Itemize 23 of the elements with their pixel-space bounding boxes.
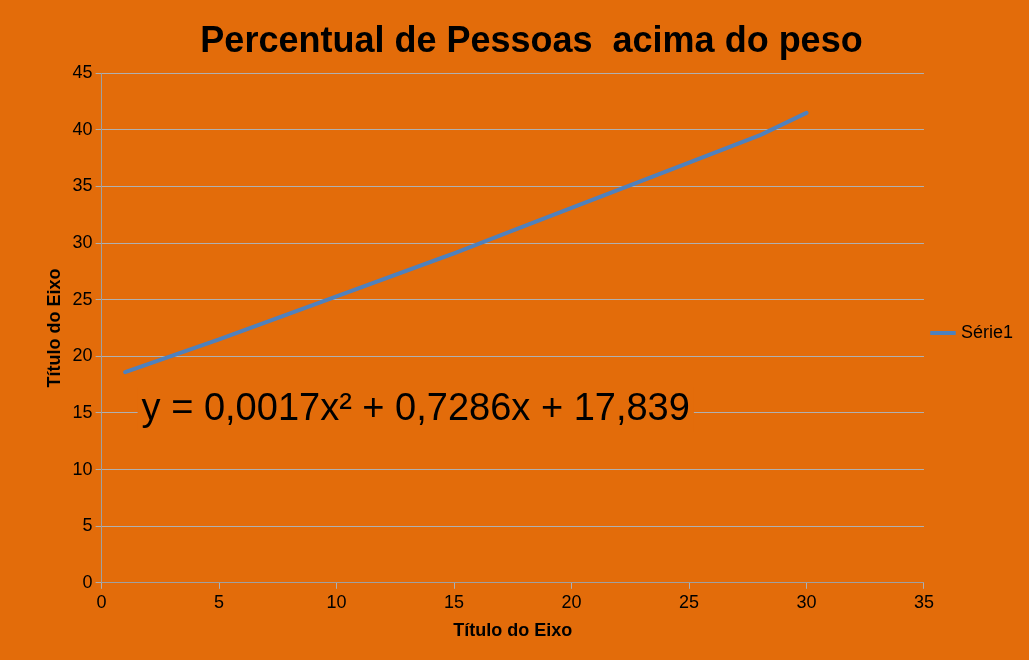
y-tick-label: 0 [82, 571, 93, 592]
y-axis-title: Título do Eixo [43, 268, 64, 388]
x-tick-label: 5 [214, 591, 225, 612]
x-tick-label: 30 [796, 591, 817, 612]
x-tick-label: 0 [96, 591, 107, 612]
x-tick-label: 25 [679, 591, 700, 612]
y-tick-label: 40 [72, 118, 93, 139]
y-tick-label: 15 [72, 401, 93, 422]
y-tick-label: 45 [72, 62, 93, 83]
y-tick-label: 35 [72, 175, 93, 196]
annotation: y = 0,0017x² + 0,7286x + 17,839 [141, 386, 690, 429]
chart-title: Percentual de Pessoas acima do peso [200, 18, 863, 60]
y-tick-label: 25 [72, 288, 93, 309]
x-tick-label: 15 [444, 591, 465, 612]
legend-label: Série1 [960, 321, 1013, 342]
x-tick-label: 20 [561, 591, 582, 612]
y-tick-label: 10 [72, 458, 93, 479]
y-tick-label: 30 [72, 232, 93, 253]
y-tick-label: 5 [82, 515, 93, 536]
x-tick-label: 10 [326, 591, 347, 612]
y-tick-label: 20 [72, 345, 93, 366]
x-axis-title: Título do Eixo [453, 620, 573, 641]
x-tick-label: 35 [913, 591, 934, 612]
